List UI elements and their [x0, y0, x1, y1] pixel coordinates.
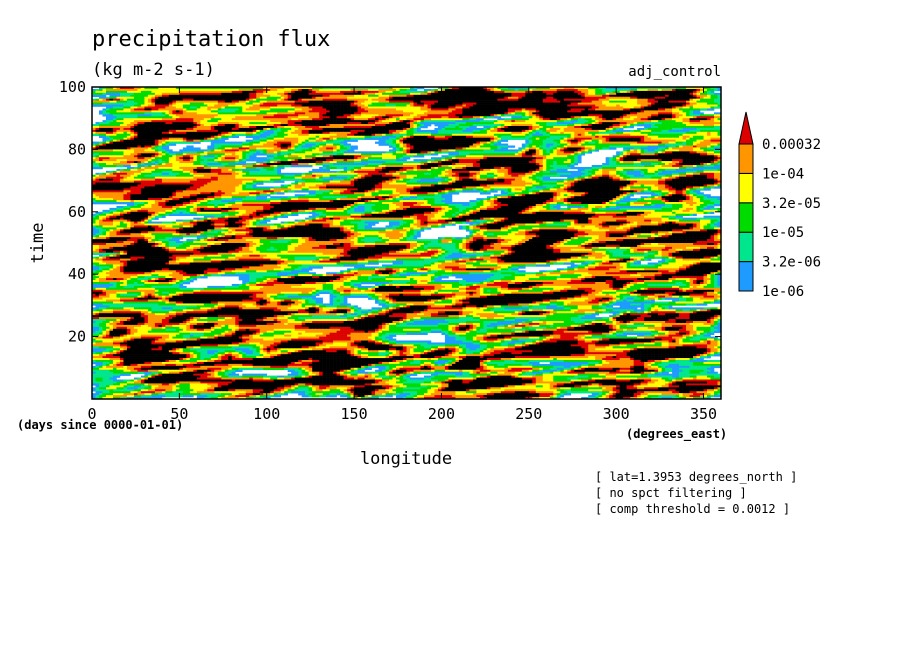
colorbar-level-label: 1e-06 — [762, 284, 804, 300]
colorbar-level-label: 3.2e-06 — [762, 255, 821, 271]
y-tick-label: 40 — [68, 265, 86, 283]
x-tick-label: 250 — [515, 405, 542, 423]
colorbar-swatch — [739, 262, 753, 291]
colorbar-swatch — [739, 232, 753, 261]
x-axis-units: (degrees_east) — [626, 427, 727, 442]
y-tick-label: 60 — [68, 203, 86, 221]
colorbar-max-arrow — [739, 112, 753, 144]
colorbar-level-label: 1e-04 — [762, 166, 804, 182]
y-tick-label: 80 — [68, 140, 86, 158]
note-latitude: [ lat=1.3953 degrees_north ] — [595, 470, 797, 484]
y-tick-label: 20 — [68, 328, 86, 346]
colorbar-swatch — [739, 144, 753, 173]
colorbar-swatch — [739, 203, 753, 232]
colorbar-level-label: 0.00032 — [762, 137, 821, 153]
colorbar-swatch — [739, 173, 753, 202]
x-axis-label: longitude — [360, 449, 452, 469]
y-tick-label: 100 — [59, 78, 86, 96]
colorbar-level-label: 1e-05 — [762, 225, 804, 241]
x-tick-label: 300 — [603, 405, 630, 423]
case-label: adj_control — [628, 64, 721, 80]
y-axis-label: time — [28, 223, 48, 264]
x-tick-label: 350 — [690, 405, 717, 423]
chart-title: precipitation flux — [92, 27, 330, 52]
chart-subtitle: (kg m-2 s-1) — [92, 60, 215, 80]
note-filtering: [ no spct filtering ] — [595, 486, 747, 500]
colorbar: 1e-06 3.2e-06 1e-05 3.2e-05 1e-04 0.00032 — [739, 112, 821, 300]
x-tick-label: 150 — [341, 405, 368, 423]
precipitation-field — [92, 87, 721, 399]
note-threshold: [ comp threshold = 0.0012 ] — [595, 502, 790, 516]
colorbar-level-label: 3.2e-05 — [762, 196, 821, 212]
y-axis-units: (days since 0000-01-01) — [17, 418, 183, 432]
x-tick-label: 100 — [253, 405, 280, 423]
x-tick-label: 200 — [428, 405, 455, 423]
